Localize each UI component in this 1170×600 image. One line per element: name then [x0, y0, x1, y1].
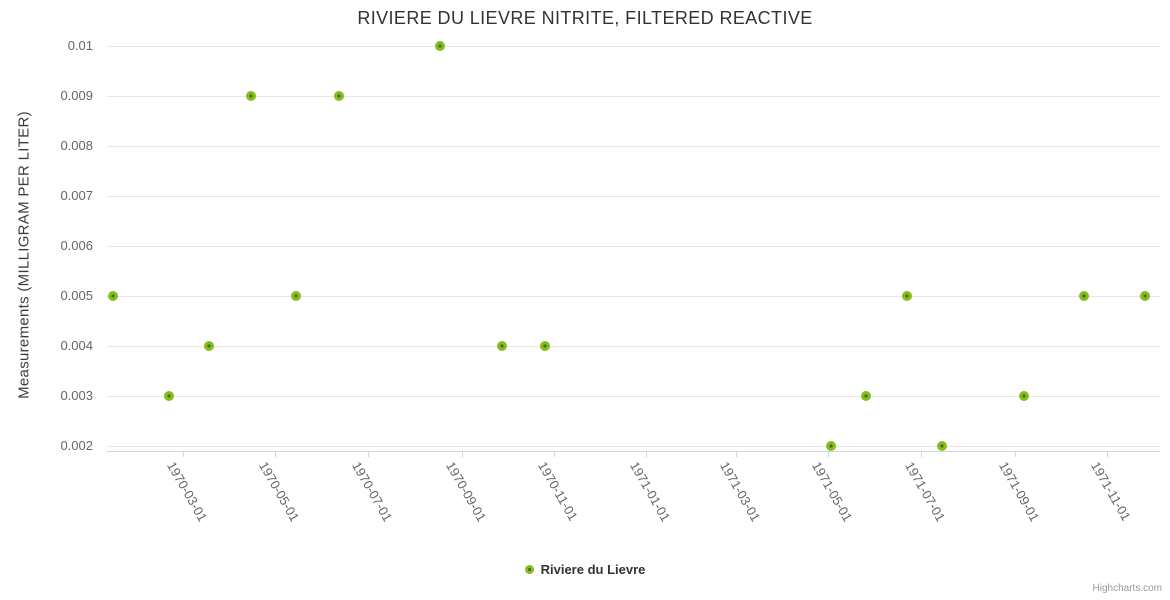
data-point[interactable] [164, 391, 175, 401]
y-gridline [107, 196, 1160, 197]
data-point[interactable] [291, 291, 302, 301]
x-axis-tick-label: 1971-09-01 [995, 459, 1042, 525]
y-gridline [107, 246, 1160, 247]
data-point[interactable] [245, 91, 256, 101]
x-axis-line [107, 451, 1160, 452]
x-axis-tick-label: 1971-07-01 [901, 459, 948, 525]
data-point[interactable] [203, 341, 214, 351]
y-axis-title: Measurements (MILLIGRAM PER LITER) [15, 111, 33, 399]
x-axis-tick-label: 1970-07-01 [348, 459, 395, 525]
data-point[interactable] [936, 441, 947, 451]
x-axis-tick [182, 451, 184, 457]
x-axis-tick [367, 451, 369, 457]
y-gridline [107, 296, 1160, 297]
x-axis-tick [461, 451, 463, 457]
y-axis-tick-label: 0.007 [60, 188, 93, 203]
y-axis-tick-label: 0.006 [60, 238, 93, 253]
data-point[interactable] [333, 91, 344, 101]
y-gridline [107, 146, 1160, 147]
y-axis-tick-label: 0.003 [60, 388, 93, 403]
x-axis-tick-label: 1970-03-01 [163, 459, 210, 525]
data-point[interactable] [539, 341, 550, 351]
highcharts-credits-link[interactable]: Highcharts.com [1092, 583, 1162, 594]
data-point[interactable] [108, 291, 119, 301]
x-axis-tick [828, 451, 830, 457]
data-point[interactable] [826, 441, 837, 451]
x-axis-tick-label: 1971-01-01 [627, 459, 674, 525]
y-axis-tick-label: 0.005 [60, 288, 93, 303]
y-gridline [107, 346, 1160, 347]
y-axis-tick-label: 0.008 [60, 138, 93, 153]
data-point[interactable] [1018, 391, 1029, 401]
x-axis-tick [920, 451, 922, 457]
y-gridline [107, 446, 1160, 447]
y-axis-tick-label: 0.004 [60, 338, 93, 353]
legend: Riviere du Lievre [0, 562, 1170, 577]
data-point[interactable] [497, 341, 508, 351]
y-axis-tick-label: 0.009 [60, 88, 93, 103]
data-point[interactable] [901, 291, 912, 301]
data-point[interactable] [1079, 291, 1090, 301]
x-axis-tick-label: 1971-05-01 [809, 459, 856, 525]
y-axis-tick-label: 0.01 [67, 38, 93, 53]
x-axis-tick [646, 451, 648, 457]
x-axis-tick-label: 1970-09-01 [442, 459, 489, 525]
data-point[interactable] [1139, 291, 1150, 301]
x-axis-tick-label: 1971-03-01 [716, 459, 764, 525]
x-axis-tick [275, 451, 277, 457]
legend-series-marker-icon [524, 565, 534, 574]
y-gridline [107, 46, 1160, 47]
legend-series-label[interactable]: Riviere du Lievre [540, 562, 646, 577]
data-point[interactable] [435, 41, 446, 51]
chart-title: RIVIERE DU LIEVRE NITRITE, FILTERED REAC… [357, 8, 813, 28]
y-gridline [107, 96, 1160, 97]
x-axis-tick-label: 1971-11-01 [1087, 459, 1134, 524]
x-axis-tick [735, 451, 737, 457]
data-point[interactable] [861, 391, 872, 401]
x-axis-tick-label: 1970-11-01 [534, 459, 581, 524]
x-axis-tick-label: 1970-05-01 [256, 459, 303, 525]
y-gridline [107, 396, 1160, 397]
y-axis-tick-label: 0.002 [60, 438, 93, 453]
x-axis-tick [1014, 451, 1016, 457]
x-axis-tick [1106, 451, 1108, 457]
x-axis-tick [553, 451, 555, 457]
